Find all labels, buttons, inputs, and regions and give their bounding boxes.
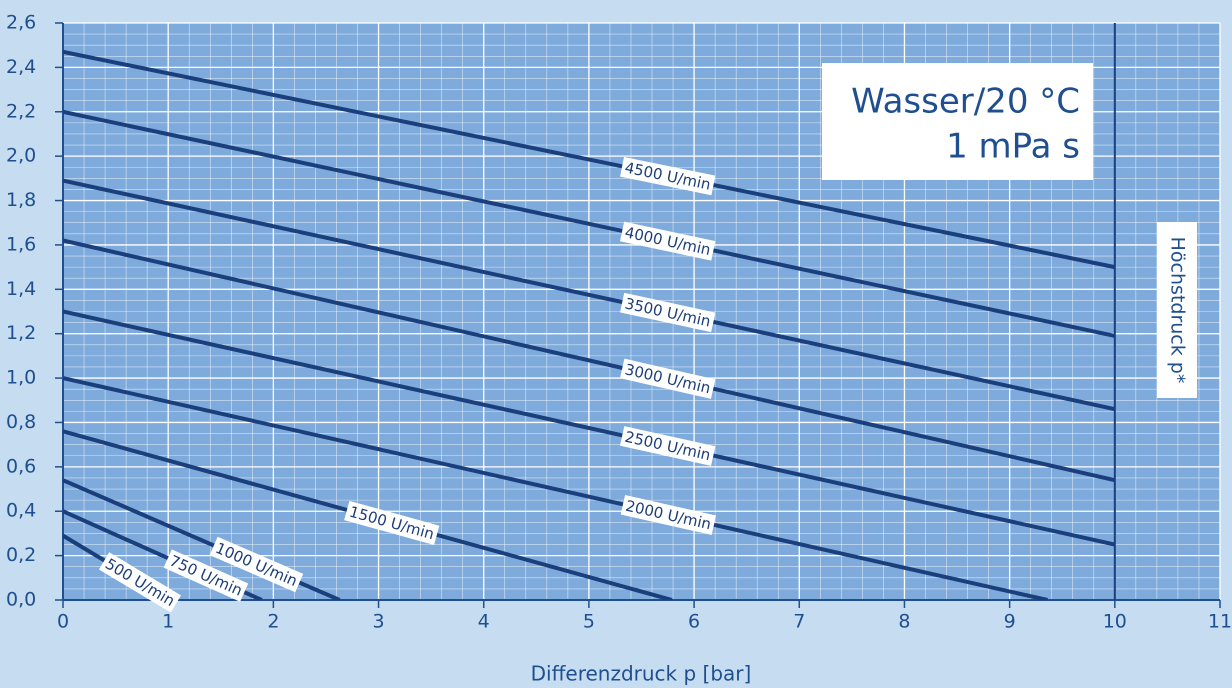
y-tick-label: 0,6 xyxy=(6,455,36,477)
y-tick-label: 0,8 xyxy=(6,411,36,433)
y-tick-label: 0,2 xyxy=(6,544,36,566)
series-label-bg xyxy=(619,426,716,466)
x-axis-label: Differenzdruck p [bar] xyxy=(531,662,752,686)
vline-label-box xyxy=(1157,222,1197,398)
x-tick-label: 2 xyxy=(267,611,279,633)
x-tick-label: 3 xyxy=(372,611,384,633)
y-tick-label: 1,2 xyxy=(6,322,36,344)
annotation: 1 mPa s xyxy=(946,127,1080,167)
series-label-bg xyxy=(619,358,716,399)
series-line xyxy=(63,109,1116,338)
x-tick-label: 7 xyxy=(793,611,805,633)
y-tick-label: 2,0 xyxy=(6,145,36,167)
series-label-bg xyxy=(98,552,182,613)
series-label-bg xyxy=(209,536,304,593)
y-tick-label: 1,0 xyxy=(6,367,36,389)
x-tick-label: 6 xyxy=(688,611,700,633)
x-tick-label: 5 xyxy=(583,611,595,633)
x-tick-label: 11 xyxy=(1208,611,1232,633)
series-line xyxy=(63,238,1116,483)
series-line xyxy=(63,376,1048,600)
series-line xyxy=(63,178,1116,412)
series-line xyxy=(63,49,1116,270)
y-tick-label: 1,6 xyxy=(6,233,36,255)
y-tick-label: 1,4 xyxy=(6,278,36,300)
y-tick-label: 2,6 xyxy=(6,12,36,34)
x-tick-label: 1 xyxy=(162,611,174,633)
vline-label: Höchstdruck p* xyxy=(1167,237,1189,384)
y-tick-label: 0,0 xyxy=(6,589,36,611)
x-tick-label: 10 xyxy=(1103,611,1127,633)
annotation: Wasser/20 °C xyxy=(851,82,1080,122)
annotation-box xyxy=(822,63,1093,180)
y-tick-label: 0,4 xyxy=(6,500,36,522)
y-tick-label: 2,2 xyxy=(6,100,36,122)
minor-grid xyxy=(63,23,1220,600)
y-tick-label: 2,4 xyxy=(6,56,36,78)
series-line xyxy=(63,309,1116,547)
x-tick-label: 9 xyxy=(1004,611,1016,633)
series-label-bg xyxy=(344,500,440,545)
series-label-bg xyxy=(620,156,716,196)
x-tick-label: 8 xyxy=(898,611,910,633)
series-label-bg xyxy=(619,292,716,333)
x-tick-label: 0 xyxy=(57,611,69,633)
series-label-bg xyxy=(620,495,717,536)
series-label-bg xyxy=(619,221,716,261)
x-tick-label: 4 xyxy=(478,611,490,633)
y-tick-label: 1,8 xyxy=(6,189,36,211)
series-label-bg xyxy=(163,549,249,602)
